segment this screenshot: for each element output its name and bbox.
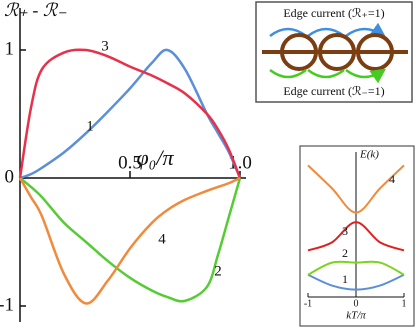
series-label: 1 xyxy=(342,272,348,286)
series-label: 3 xyxy=(342,224,348,238)
y-tick-label: -1 xyxy=(0,294,14,315)
series-line xyxy=(19,48,242,180)
series-label: 1 xyxy=(86,118,94,134)
series-line xyxy=(19,177,242,303)
arrow xyxy=(269,70,384,77)
y-axis-label: ℛ₊ - ℛ₋ xyxy=(4,0,67,20)
bottom-label: Edge current (ℛ₋=1) xyxy=(283,84,384,98)
x-axis-label: kT/π xyxy=(346,310,366,322)
x-tick-label: 1 xyxy=(402,298,407,309)
x-axis-label: φ₀/π xyxy=(137,145,175,170)
series-line xyxy=(307,273,405,291)
series-label: 4 xyxy=(158,231,166,247)
ring xyxy=(318,33,356,71)
series-line xyxy=(307,221,405,252)
series-label: 3 xyxy=(101,38,109,54)
edge-diagram: Edge current (ℛ₊=1) Edge current (ℛ₋=1) xyxy=(255,1,413,103)
y-tick-label: 0 xyxy=(5,166,15,187)
series-label: 2 xyxy=(214,263,222,279)
x-tick-label: 0 xyxy=(354,298,359,309)
series-line xyxy=(18,176,241,305)
y-tick-label: 1 xyxy=(5,38,15,59)
series-line xyxy=(18,48,242,179)
ring xyxy=(280,33,318,71)
y-axis-label: E(k) xyxy=(359,149,379,161)
series-label: 2 xyxy=(342,246,348,260)
series-line xyxy=(307,260,405,276)
x-tick-label: 0.5 xyxy=(118,152,142,173)
x-tick-label: -1 xyxy=(304,298,312,309)
x-tick-label: 1.0 xyxy=(228,152,252,173)
series-line xyxy=(307,164,405,214)
series-label: 4 xyxy=(389,172,395,186)
top-label: Edge current (ℛ₊=1) xyxy=(283,6,384,20)
